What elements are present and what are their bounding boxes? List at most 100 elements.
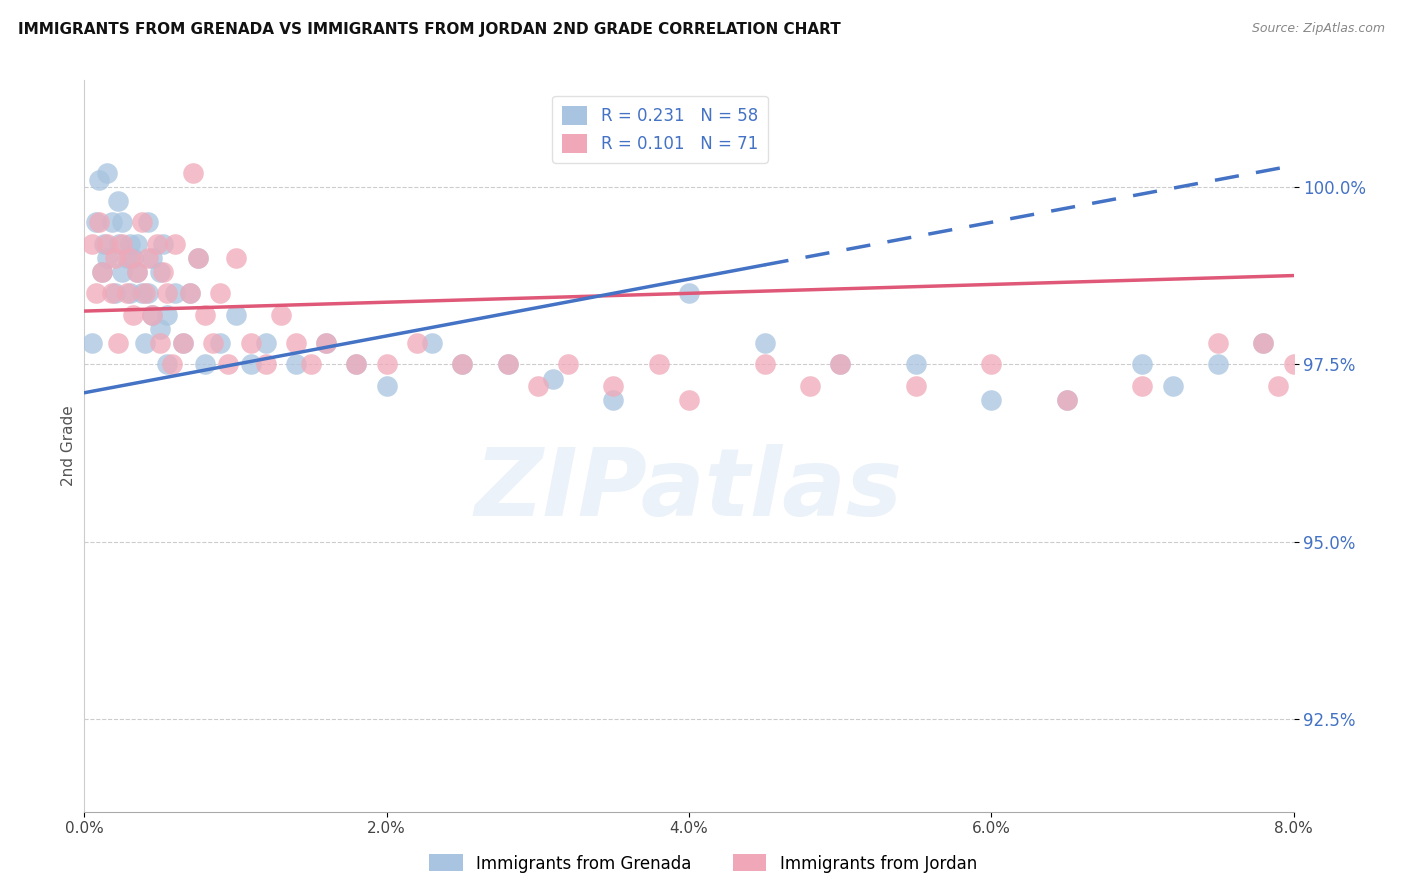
Point [254,357,277,371]
Point [172,336,194,351]
Point [375,357,398,371]
Point [239,336,262,351]
Point [127,265,149,279]
Point [678,286,700,301]
Point [136,286,159,301]
Point [172,336,194,351]
Point [80,236,103,251]
Point [1312,549,1334,563]
Point [678,392,700,407]
Point [602,392,624,407]
Point [1056,392,1078,407]
Point [152,236,174,251]
Point [118,286,141,301]
Point [107,336,129,351]
Point [163,286,186,301]
Point [1161,378,1184,392]
Point [315,336,337,351]
Point [754,336,776,351]
Point [647,357,671,371]
Point [225,251,247,265]
Point [134,336,156,351]
Point [1358,378,1381,392]
Point [107,194,129,208]
Point [1130,378,1153,392]
Point [904,357,927,371]
Point [111,265,134,279]
Point [96,236,118,251]
Point [904,378,927,392]
Point [420,336,443,351]
Point [149,336,172,351]
Point [163,236,186,251]
Point [187,251,209,265]
Point [96,251,118,265]
Point [141,251,163,265]
Text: ZIPatlas: ZIPatlas [475,444,903,536]
Point [980,357,1002,371]
Point [1130,357,1153,371]
Point [375,378,398,392]
Point [346,357,368,371]
Point [239,357,262,371]
Point [121,251,143,265]
Point [496,357,519,371]
Point [1251,336,1274,351]
Point [299,357,322,371]
Point [89,172,111,186]
Point [80,336,103,351]
Point [104,286,127,301]
Point [270,308,292,322]
Point [156,308,179,322]
Point [187,251,209,265]
Point [108,236,131,251]
Point [1206,357,1229,371]
Point [131,286,153,301]
Point [179,286,201,301]
Point [115,251,138,265]
Text: Source: ZipAtlas.com: Source: ZipAtlas.com [1251,22,1385,36]
Point [201,336,224,351]
Point [217,357,239,371]
Point [1206,336,1229,351]
Point [194,357,217,371]
Point [118,236,141,251]
Point [149,322,172,336]
Point [141,308,163,322]
Point [830,357,852,371]
Point [134,286,156,301]
Point [146,236,169,251]
Point [209,286,232,301]
Point [451,357,474,371]
Point [152,265,174,279]
Point [225,308,247,322]
Point [96,165,118,179]
Point [527,378,550,392]
Point [181,165,204,179]
Point [496,357,519,371]
Point [115,286,138,301]
Point [799,378,821,392]
Point [91,265,114,279]
Point [89,215,111,229]
Point [93,236,115,251]
Point [284,357,308,371]
Text: IMMIGRANTS FROM GRENADA VS IMMIGRANTS FROM JORDAN 2ND GRADE CORRELATION CHART: IMMIGRANTS FROM GRENADA VS IMMIGRANTS FR… [18,22,841,37]
Point [451,357,474,371]
Point [141,308,163,322]
Point [136,215,159,229]
Point [346,357,368,371]
Point [209,336,232,351]
Point [754,357,776,371]
Point [1251,336,1274,351]
Point [100,286,122,301]
Point [406,336,429,351]
Point [127,265,149,279]
Y-axis label: 2nd Grade: 2nd Grade [60,406,76,486]
Point [149,265,172,279]
Point [156,286,179,301]
Point [160,357,183,371]
Point [136,251,159,265]
Point [602,378,624,392]
Point [131,215,153,229]
